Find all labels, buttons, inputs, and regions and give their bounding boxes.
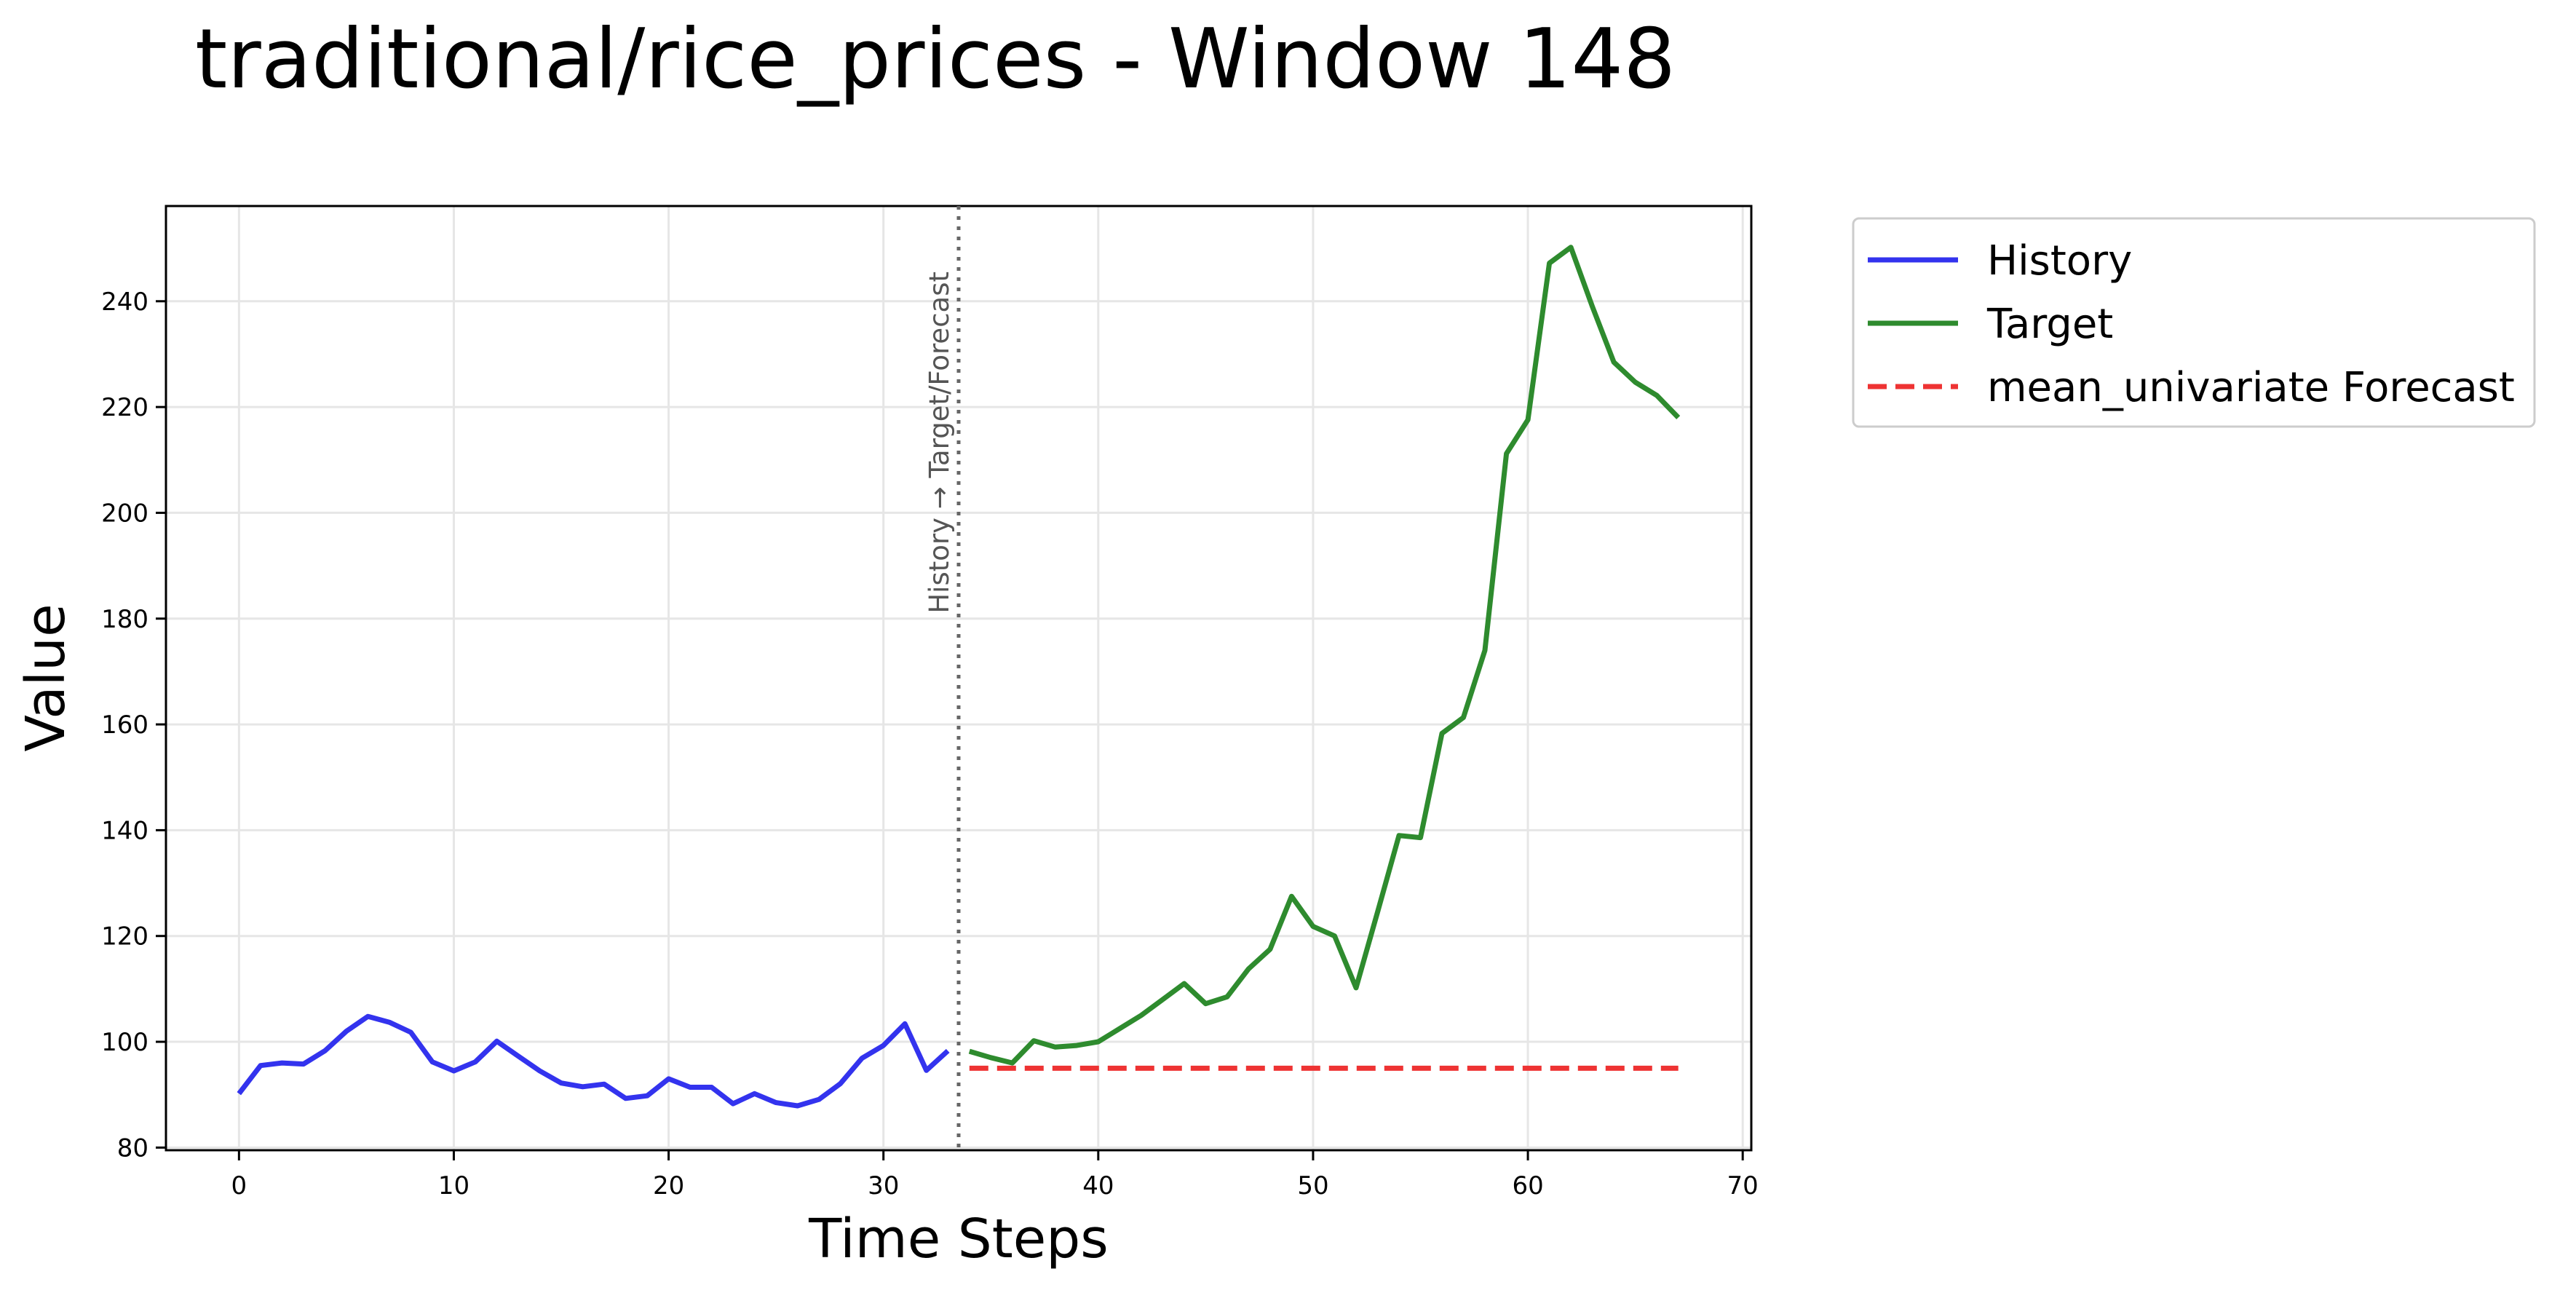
series-layer bbox=[237, 245, 1681, 1109]
y-tick-label: 240 bbox=[101, 288, 148, 317]
y-tick-label: 200 bbox=[101, 499, 148, 528]
x-tick-label: 60 bbox=[1512, 1171, 1543, 1200]
x-tick-label: 10 bbox=[438, 1171, 469, 1200]
x-tick-label: 50 bbox=[1297, 1171, 1328, 1200]
x-tick-label: 40 bbox=[1082, 1171, 1114, 1200]
y-tick-label: 160 bbox=[101, 711, 148, 740]
series-line-target bbox=[968, 245, 1681, 1066]
y-tick-label: 180 bbox=[101, 605, 148, 634]
x-axis-ticks: 0 10 20 30 40 50 60 70 bbox=[231, 1150, 1759, 1200]
x-tick-label: 30 bbox=[868, 1171, 899, 1200]
divider-label: History → Target/Forecast bbox=[924, 272, 955, 614]
y-tick-label: 80 bbox=[117, 1133, 148, 1163]
legend: History Target mean_univariate Forecast bbox=[1852, 217, 2536, 428]
series-line-history bbox=[237, 1013, 950, 1109]
y-tick-label: 100 bbox=[101, 1028, 148, 1057]
y-axis-label: Value bbox=[15, 604, 77, 751]
chart-title: traditional/rice_prices - Window 148 bbox=[195, 11, 1676, 107]
legend-label: History bbox=[1987, 237, 2132, 285]
x-tick-label: 70 bbox=[1727, 1171, 1759, 1200]
legend-label: mean_univariate Forecast bbox=[1987, 364, 2515, 411]
y-tick-label: 140 bbox=[101, 816, 148, 845]
legend-label: Target bbox=[1986, 301, 2113, 348]
y-axis-ticks: 80 100 120 140 160 180 200 220 240 bbox=[101, 288, 166, 1163]
legend-box bbox=[1852, 217, 2536, 428]
x-axis-label: Time Steps bbox=[808, 1208, 1109, 1270]
x-tick-label: 20 bbox=[653, 1171, 684, 1200]
x-tick-label: 0 bbox=[231, 1171, 247, 1200]
y-tick-label: 220 bbox=[101, 393, 148, 422]
y-tick-label: 120 bbox=[101, 922, 148, 951]
